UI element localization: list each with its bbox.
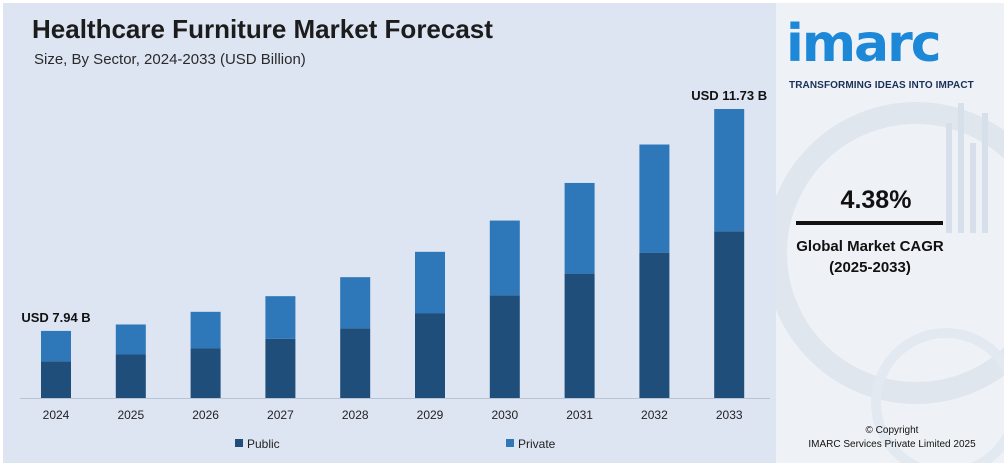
legend-swatch-private [506,439,514,447]
legend-label-public: Public [247,437,280,451]
x-tick-label-2028: 2028 [342,408,369,422]
x-tick-label-2032: 2032 [641,408,668,422]
bar-private-2029 [415,251,445,314]
x-tick-label-2027: 2027 [267,408,294,422]
bar-private-2026 [190,311,221,349]
logo-wordmark: imarc [786,14,942,74]
bar-chart: 2024 2025 2026 2027 2028 2029 2030 2031 2032 2033… [20,88,770,451]
x-tick-label-2033: 2033 [716,408,743,422]
copyright-line2: IMARC Services Private Limited 2025 [808,439,976,450]
bar-public-2030 [489,295,520,398]
bar-public-2028 [340,328,371,398]
bar-public-2025 [115,354,146,398]
copyright-line1: © Copyright [865,425,919,436]
x-tick-label-2029: 2029 [417,408,444,422]
bar-private-2028 [340,277,371,329]
bar-private-2033 [714,109,745,232]
x-tick-label-2025: 2025 [117,408,144,422]
data-label-2033: USD 11.73 B [691,88,767,103]
cagr-label-line2: (2025-2033) [829,259,911,276]
imarc-logo: imarc [786,14,976,74]
bar-private-2027 [265,296,296,339]
x-tick-label-2024: 2024 [43,408,70,422]
background-decoration [776,102,1004,463]
copyright: © Copyright IMARC Services Private Limit… [780,424,1004,452]
cagr-value: 4.38% [840,186,912,214]
legend-swatch-public [235,439,243,447]
data-label-2024: USD 7.94 B [21,310,90,325]
bar-private-2030 [489,220,520,296]
x-tick-label-2031: 2031 [566,408,593,422]
cagr-label-line1: Global Market CAGR [796,238,944,255]
legend-label-private: Private [518,437,556,451]
bar-public-2026 [190,348,221,398]
chart-subtitle: Size, By Sector, 2024-2033 (USD Billion) [34,51,306,68]
bar-public-2024 [41,361,71,398]
bar-public-2033 [714,231,745,398]
x-tick-label-2026: 2026 [192,408,219,422]
bar-private-2032 [639,144,670,253]
bar-private-2025 [115,324,146,355]
bar-public-2032 [639,252,670,398]
logo-tagline: TRANSFORMING IDEAS INTO IMPACT [789,80,974,91]
bar-private-2024 [41,330,71,362]
chart-title: Healthcare Furniture Market Forecast [32,14,493,44]
bar-private-2031 [564,182,595,274]
bar-public-2027 [265,338,296,398]
cagr-divider [796,221,943,225]
cagr-label: Global Market CAGR (2025-2033) [790,236,950,278]
x-tick-label-2030: 2030 [491,408,518,422]
bar-public-2029 [415,313,445,398]
bar-public-2031 [564,273,595,398]
